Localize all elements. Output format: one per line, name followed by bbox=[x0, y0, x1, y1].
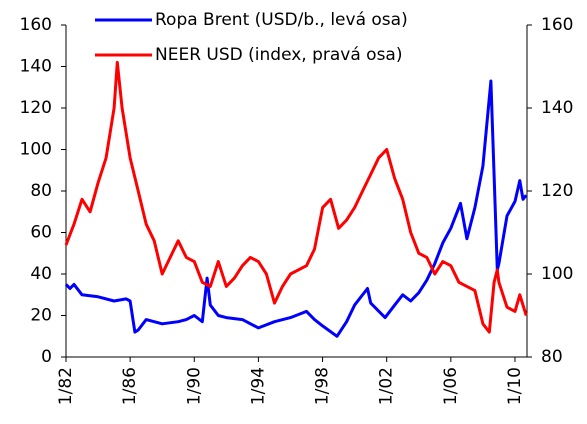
y-tick-label: 60 bbox=[30, 223, 52, 243]
legend-label: NEER USD (index, pravá osa) bbox=[155, 45, 402, 65]
x-tick-label: 1/98 bbox=[313, 367, 333, 405]
y2-tick-label: 160 bbox=[541, 15, 573, 35]
line bbox=[64, 60, 528, 334]
x-tick-label: 1/90 bbox=[184, 367, 204, 405]
x-tick-label: 1/02 bbox=[377, 367, 397, 405]
y-tick-label: 20 bbox=[30, 306, 52, 326]
y-tick-label: 100 bbox=[20, 140, 52, 160]
x-tick-label: 1/06 bbox=[441, 367, 461, 405]
y-tick-label: 160 bbox=[20, 15, 52, 35]
y2-tick-label: 80 bbox=[541, 347, 563, 367]
y-tick-label: 80 bbox=[30, 181, 52, 201]
y-tick-label: 40 bbox=[30, 264, 52, 284]
y2-tick-label: 120 bbox=[541, 181, 573, 201]
y-tick-label: 120 bbox=[20, 98, 52, 118]
y-tick-label: 140 bbox=[20, 57, 52, 77]
x-tick-label: 1/94 bbox=[248, 367, 268, 405]
y2-tick-label: 140 bbox=[541, 98, 573, 118]
y-tick-label: 0 bbox=[41, 347, 52, 367]
x-tick-label: 1/10 bbox=[505, 367, 525, 405]
y2-tick-label: 100 bbox=[541, 264, 573, 284]
x-tick-label: 1/86 bbox=[120, 367, 140, 405]
line bbox=[64, 79, 528, 338]
legend-label: Ropa Brent (USD/b., levá osa) bbox=[155, 10, 408, 30]
x-tick-label: 1/82 bbox=[56, 367, 76, 405]
